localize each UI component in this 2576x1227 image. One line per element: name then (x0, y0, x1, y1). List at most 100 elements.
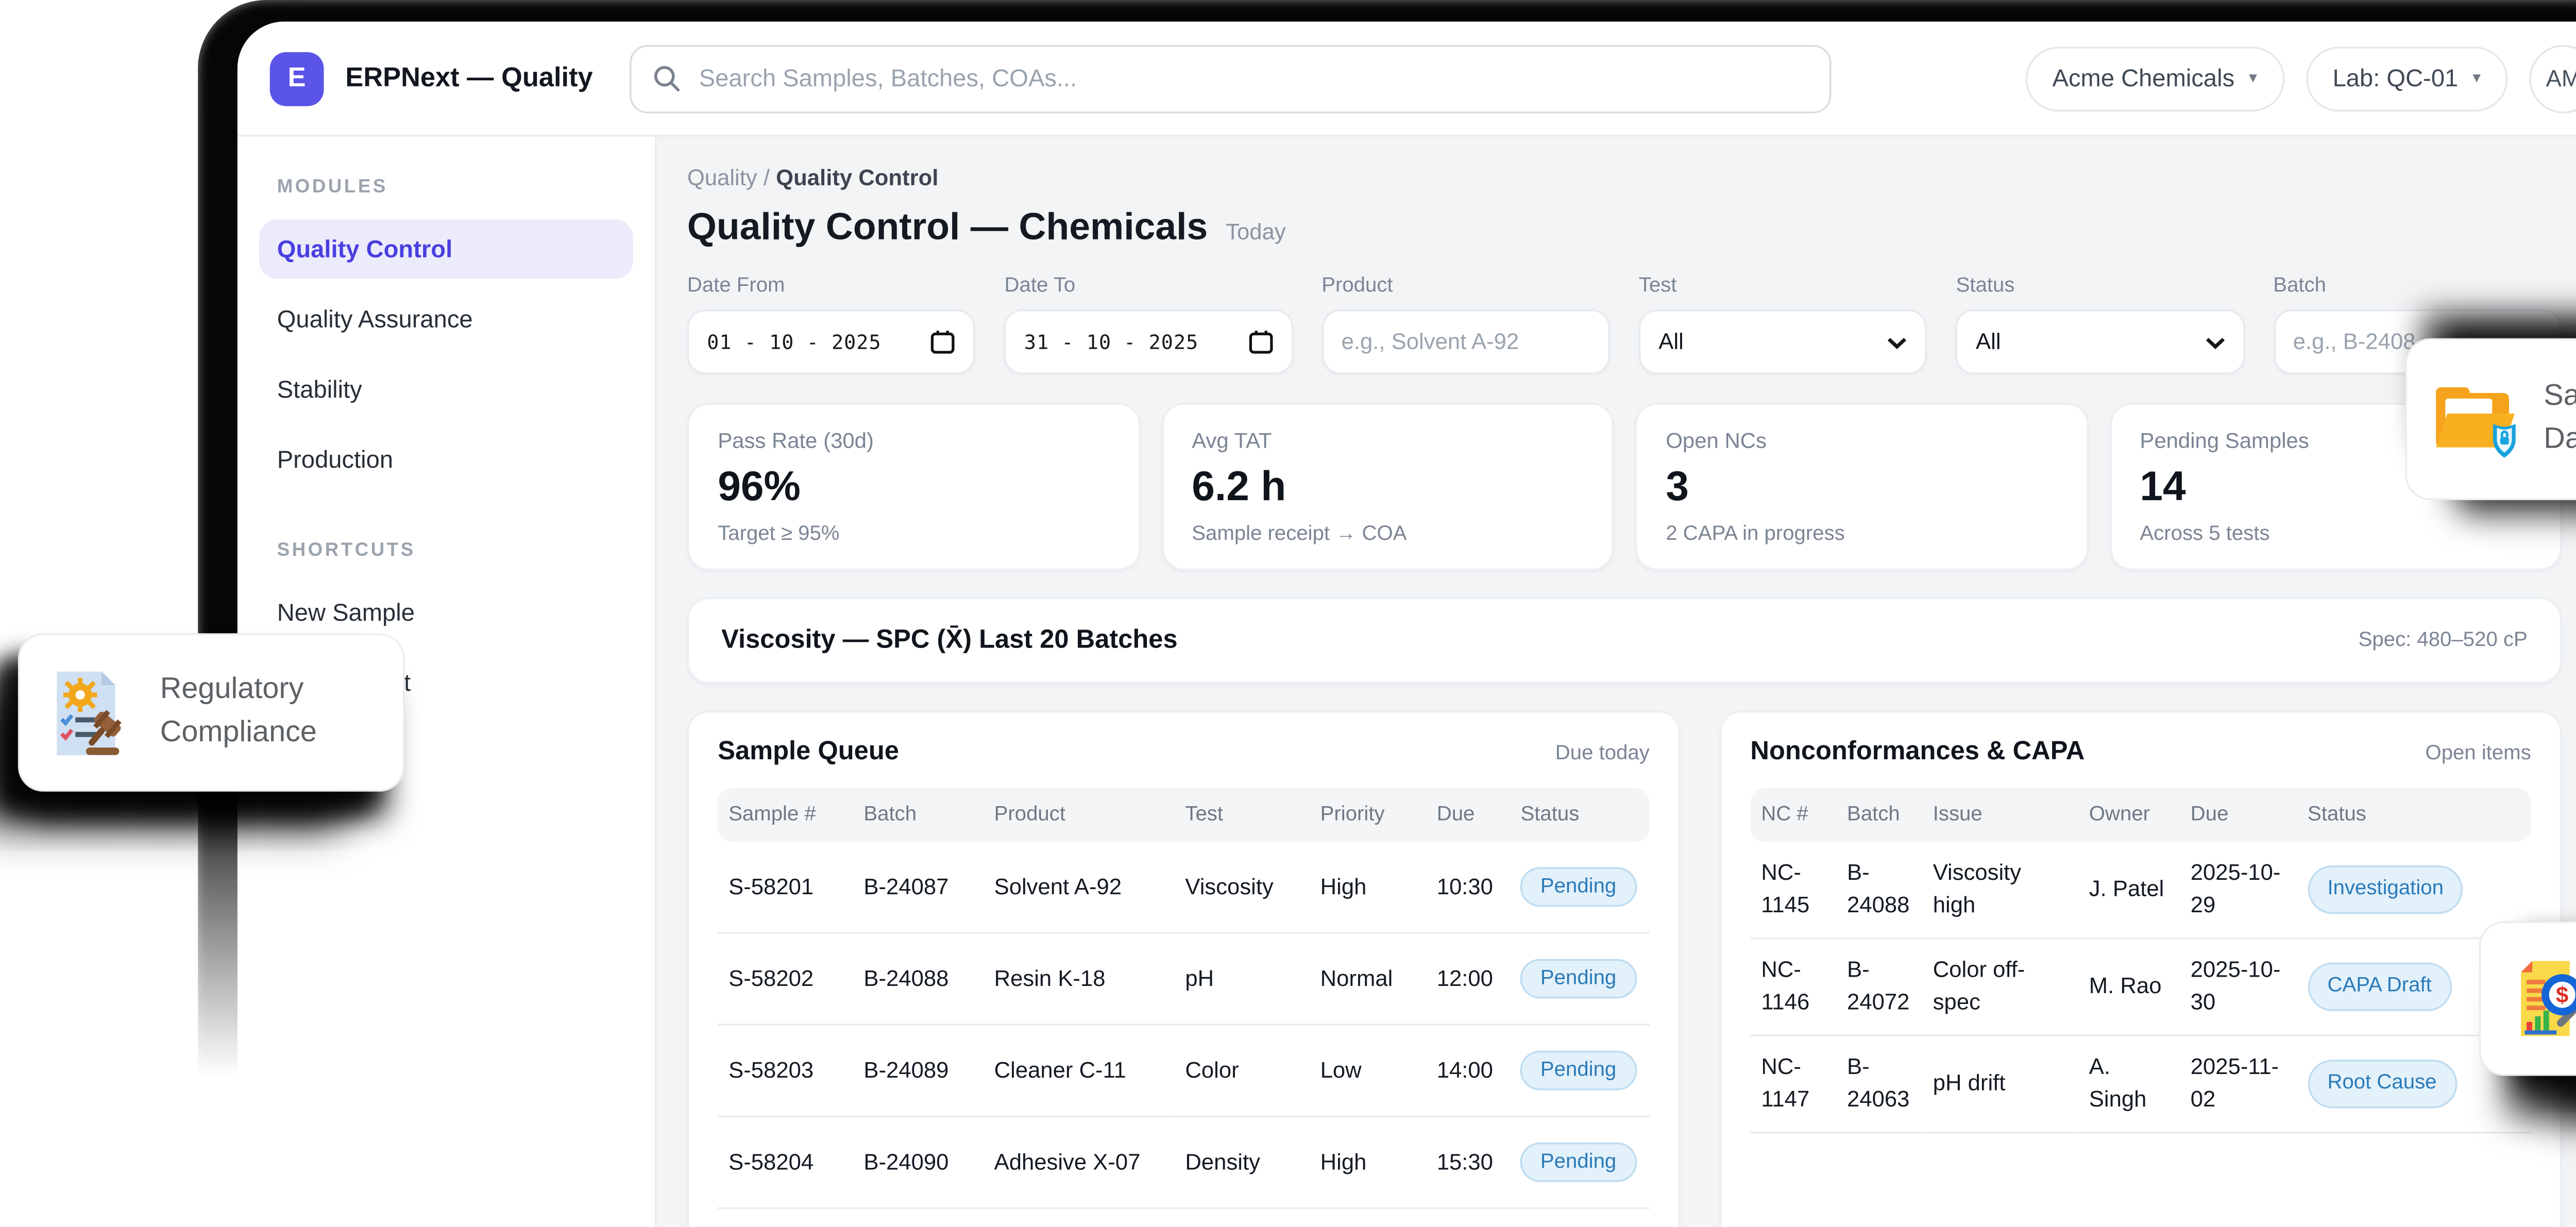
top-bar: E ERPNext — Quality Acme Chemicals ▾ Lab:… (237, 21, 2576, 137)
kpi-sub: 2 CAPA in progress (1666, 523, 1845, 546)
avatar[interactable]: AM (2529, 44, 2576, 113)
svg-text:$: $ (2556, 982, 2568, 1008)
safety-data-icon (2436, 387, 2516, 458)
sticker-label: Safety Data (2544, 380, 2576, 455)
col-status: Status (2297, 788, 2531, 842)
col-batch: Batch (1836, 788, 1922, 842)
kpi-sub: Target ≥ 95% (718, 523, 840, 546)
org-selector[interactable]: Acme Chemicals ▾ (2025, 46, 2284, 111)
kpi-value: 96% (718, 462, 801, 509)
status-badge: Pending (1520, 1142, 1636, 1182)
date-from-value: 01 - 10 - 2025 (707, 330, 882, 354)
sample-queue-panel: Sample Queue Due today Sample # Batch Pr… (687, 710, 1681, 1227)
nonconformance-meta: Open items (2425, 743, 2531, 765)
sidebar-item-stability[interactable]: Stability (277, 376, 362, 403)
sidebar-item-production[interactable]: Production (277, 446, 394, 473)
lab-selector[interactable]: Lab: QC-01 ▾ (2306, 46, 2508, 111)
cost-analysis-icon: $ (2521, 961, 2576, 1036)
col-test: Test (1174, 788, 1310, 842)
filter-bar: Date From 01 - 10 - 2025 Date To 31 - 10… (687, 275, 2562, 374)
spc-panel: Viscosity — SPC (X̄) Last 20 Batches Spe… (687, 597, 2562, 684)
table-row[interactable]: NC-1147 B-24063 pH drift A. Singh 2025-11-02… (1750, 1034, 2531, 1134)
kpi-value: 6.2 h (1192, 462, 1286, 509)
date-label: Today (1226, 219, 1286, 245)
calendar-icon[interactable] (930, 329, 956, 354)
kpi-label: Avg TAT (1192, 428, 1272, 454)
global-search[interactable] (629, 44, 1831, 113)
status-select-value: All (1976, 329, 2001, 355)
nonconformance-title: Nonconformances & CAPA (1750, 738, 2085, 766)
filter-label: Batch (2273, 275, 2327, 297)
filter-status: Status All (1956, 275, 2245, 374)
search-icon (653, 66, 679, 92)
table-row[interactable]: S-58202 B-24088 Resin K-18 pH Normal 12:00 Pen… (718, 932, 1650, 1025)
regulatory-compliance-icon (57, 671, 122, 756)
col-due: Due (2179, 788, 2297, 842)
sticker-cost-analysis[interactable]: $ Cost Analysis (2479, 921, 2576, 1076)
col-due: Due (1426, 788, 1510, 842)
product-input[interactable] (1321, 309, 1611, 374)
sticker-regulatory-compliance[interactable]: Regulatory Compliance (18, 633, 405, 792)
sidebar-shortcuts-heading: SHORTCUTS (277, 539, 416, 561)
col-issue: Issue (1922, 788, 2078, 842)
logo-letter: E (287, 63, 306, 94)
table-row[interactable]: S-58203 B-24089 Cleaner C-11 Color Low 14:00 P… (718, 1024, 1650, 1117)
kpi-label: Pending Samples (2140, 428, 2309, 454)
kpi-sub: Across 5 tests (2140, 523, 2270, 546)
col-sample: Sample # (718, 788, 853, 842)
sidebar-item-quality-assurance[interactable]: Quality Assurance (277, 305, 473, 333)
sidebar-item-new-sample[interactable]: New Sample (277, 599, 415, 626)
col-nc: NC # (1750, 788, 1837, 842)
date-from-input[interactable]: 01 - 10 - 2025 (687, 309, 976, 374)
sticker-label: Regulatory Compliance (160, 673, 317, 748)
kpi-row: Pass Rate (30d) 96% Target ≥ 95% Avg TAT… (687, 403, 2562, 571)
status-badge: Root Cause (2308, 1060, 2456, 1107)
table-row[interactable]: NC-1146 B-24072 Color off-spec M. Rao 2025-1… (1750, 937, 2531, 1036)
sample-queue-meta: Due today (1555, 743, 1650, 765)
table-row[interactable]: NC-1145 B-24088 Viscosity high J. Patel 2025… (1750, 842, 2531, 939)
kpi-label: Open NCs (1666, 428, 1767, 454)
test-select[interactable]: All (1638, 309, 1927, 374)
filter-date-to: Date To 31 - 10 - 2025 (1004, 275, 1293, 374)
kpi-label: Pass Rate (30d) (718, 428, 874, 454)
filter-date-from: Date From 01 - 10 - 2025 (687, 275, 976, 374)
calendar-icon[interactable] (1248, 329, 1273, 354)
col-status: Status (1510, 788, 1650, 842)
test-select-value: All (1658, 329, 1684, 355)
breadcrumb-section[interactable]: Quality (687, 165, 757, 191)
kpi-value: 3 (1666, 462, 1689, 509)
filter-label: Date To (1004, 275, 1076, 297)
sidebar: MODULES Quality Control Quality Assuranc… (237, 137, 657, 1227)
table-header-row: NC # Batch Issue Owner Due Status (1750, 788, 2531, 842)
lab-selector-label: Lab: QC-01 (2332, 64, 2459, 92)
status-select[interactable]: All (1956, 309, 2245, 374)
kpi-pass-rate: Pass Rate (30d) 96% Target ≥ 95% (687, 403, 1140, 571)
table-header-row: Sample # Batch Product Test Priority Due… (718, 788, 1650, 842)
col-priority: Priority (1309, 788, 1426, 842)
kpi-open-ncs: Open NCs 3 2 CAPA in progress (1635, 403, 2088, 571)
filter-label: Status (1956, 275, 2015, 297)
search-input[interactable] (695, 63, 1807, 94)
chevron-down-icon (1888, 337, 1907, 348)
table-row[interactable]: S-58201 B-24087 Solvent A-92 Viscosity High 1… (718, 842, 1650, 933)
filter-test: Test All (1638, 275, 1927, 374)
org-selector-label: Acme Chemicals (2052, 64, 2235, 92)
col-owner: Owner (2078, 788, 2180, 842)
col-product: Product (983, 788, 1175, 842)
sample-queue-table: Sample # Batch Product Test Priority Due… (718, 788, 1650, 1209)
spc-spec-note: Spec: 480–520 cP (2358, 629, 2528, 652)
sidebar-modules-heading: MODULES (277, 176, 388, 198)
date-to-input[interactable]: 31 - 10 - 2025 (1004, 309, 1293, 374)
table-row[interactable]: S-58204 B-24090 Adhesive X-07 Density High 15… (718, 1115, 1650, 1209)
chevron-down-icon: ▾ (2472, 68, 2481, 87)
sticker-safety-data[interactable]: Safety Data (2405, 338, 2576, 500)
filter-label: Date From (687, 275, 785, 297)
app-title: ERPNext — Quality (345, 63, 593, 94)
nonconformance-table: NC # Batch Issue Owner Due Status NC-114… (1750, 788, 2531, 1134)
nonconformance-panel: Nonconformances & CAPA Open items NC # B… (1720, 710, 2562, 1227)
col-batch: Batch (853, 788, 984, 842)
sidebar-item-quality-control[interactable]: Quality Control (259, 219, 634, 279)
status-badge: Investigation (2308, 866, 2464, 913)
kpi-sub: Sample receipt → COA (1192, 523, 1407, 546)
